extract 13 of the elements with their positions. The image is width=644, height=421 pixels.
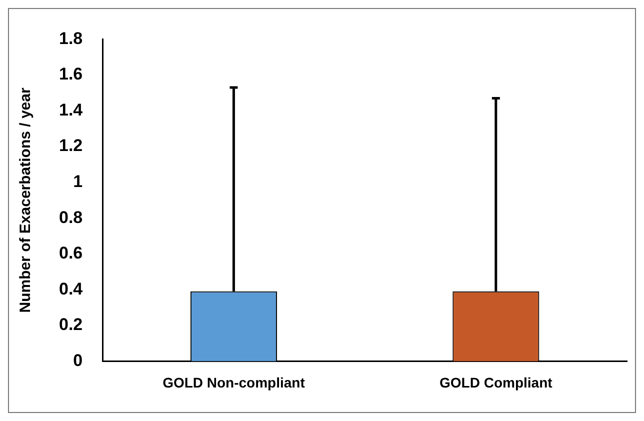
y-tick-label: 0	[73, 350, 83, 370]
y-tick-label: 1.4	[58, 100, 84, 120]
x-tick-label: GOLD Non-compliant	[162, 374, 306, 390]
y-tick-label: 1	[73, 172, 83, 191]
y-tick-label: 0.6	[58, 244, 83, 263]
y-tick-label: 0.8	[58, 208, 83, 227]
x-tick-label: GOLD Compliant	[440, 374, 553, 390]
y-axis-title: Number of Exacerbations / year	[17, 88, 34, 313]
y-tick-label: 1.2	[58, 136, 83, 156]
y-tick-label: 0.4	[58, 279, 84, 298]
y-tick-label: 1.8	[58, 28, 83, 48]
y-tick-label: 0.2	[58, 315, 83, 334]
y-tick-label: 1.6	[58, 64, 83, 84]
